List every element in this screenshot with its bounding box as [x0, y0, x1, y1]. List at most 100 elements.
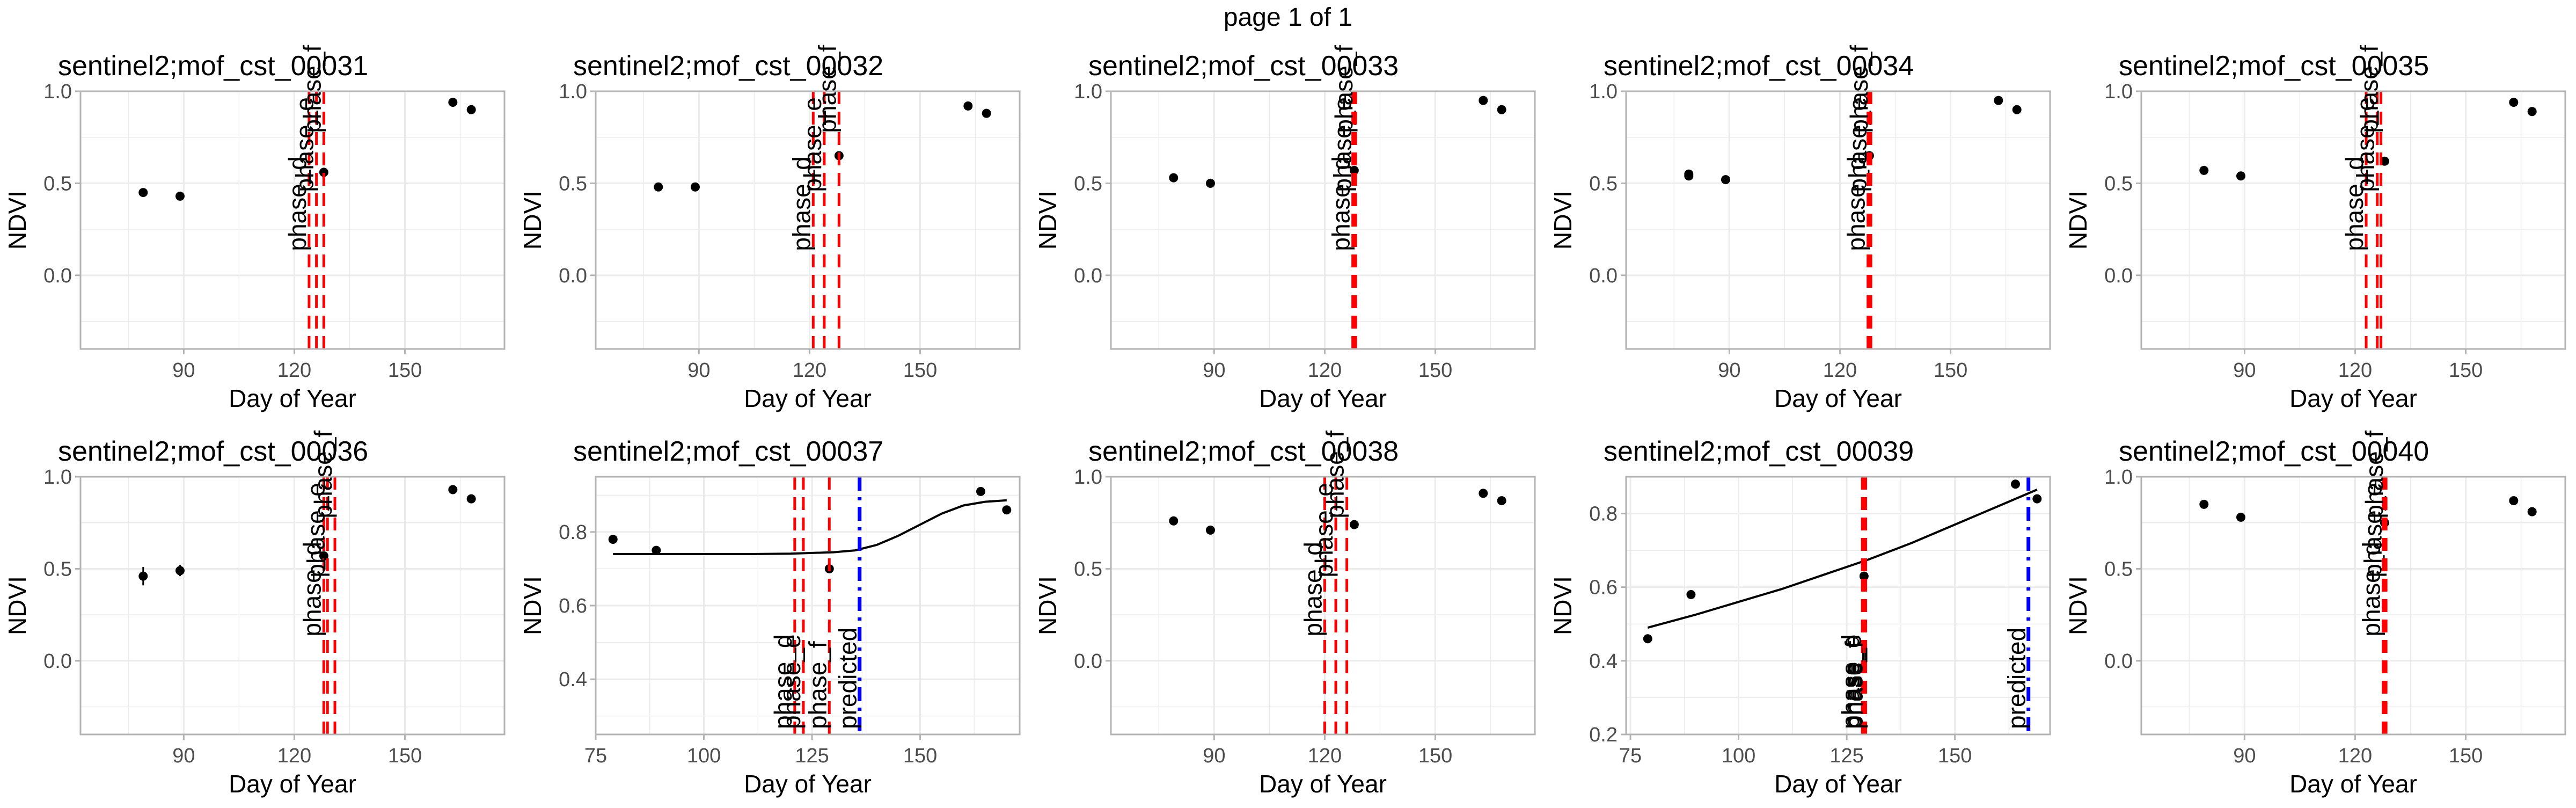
chart-panel: sentinel2;mof_cst_00034 phase_dphase_epha…: [1549, 45, 2051, 412]
data-point: [2236, 512, 2245, 522]
fit-curve: [1647, 489, 2038, 629]
x-axis-label: Day of Year: [1774, 770, 1902, 798]
y-tick-label: 0.0: [559, 265, 587, 287]
data-point: [1479, 96, 1488, 105]
phase-label: phase_e: [799, 97, 826, 192]
chart-panel: sentinel2;mof_cst_00039 phase_dphase_epha…: [1549, 436, 2051, 798]
phase-label: phase_e: [1310, 483, 1338, 578]
data-point: [963, 101, 973, 111]
panel-border: [1625, 476, 2051, 736]
y-tick-label: 1.0: [1589, 81, 1618, 103]
phase-label: phase_d: [298, 542, 326, 637]
y-tick-label: 0.5: [1074, 558, 1102, 580]
x-axis-label: Day of Year: [1259, 384, 1387, 412]
x-axis-label: Day of Year: [744, 770, 872, 798]
phase-label: phase_f: [813, 45, 841, 133]
x-tick-label: 150: [1934, 359, 1967, 382]
data-point: [1349, 520, 1359, 529]
x-tick-label: 120: [1308, 745, 1342, 767]
data-point: [690, 182, 700, 192]
x-axis-label: Day of Year: [2289, 770, 2417, 798]
y-tick-label: 0.5: [2104, 558, 2133, 580]
data-point: [1859, 571, 1869, 581]
data-point: [2199, 165, 2209, 175]
x-tick-label: 90: [2233, 745, 2256, 767]
y-axis-label: NDVI: [1549, 191, 1577, 250]
chart-panel: sentinel2;mof_cst_00031 phase_dphase_epha…: [3, 45, 506, 412]
panel-title: sentinel2;mof_cst_00037: [573, 436, 883, 467]
data-point: [2236, 171, 2245, 181]
data-point: [1497, 496, 1506, 506]
phase-label: phase_f: [1845, 45, 1873, 133]
data-point: [175, 191, 185, 201]
data-point: [654, 182, 663, 192]
x-tick-label: 90: [687, 359, 710, 382]
chart-panel: sentinel2;mof_cst_00037 phase_dphase_epha…: [518, 436, 1021, 798]
y-tick-label: 0.0: [2104, 650, 2133, 673]
panel-title: sentinel2;mof_cst_00040: [2119, 436, 2429, 467]
panel-border: [79, 476, 506, 736]
y-tick-label: 0.0: [1589, 265, 1618, 287]
data-point: [466, 494, 476, 504]
y-axis-label: NDVI: [518, 576, 546, 635]
x-tick-label: 150: [388, 745, 422, 767]
y-axis-label: NDVI: [1034, 576, 1062, 635]
x-axis-label: Day of Year: [744, 384, 872, 412]
predicted-label: predicted: [834, 628, 862, 729]
x-axis-label: Day of Year: [229, 770, 356, 798]
x-tick-label: 150: [903, 745, 937, 767]
y-axis-label: NDVI: [2064, 576, 2092, 635]
y-tick-label: 0.4: [1589, 650, 1618, 673]
panel-title: sentinel2;mof_cst_00032: [573, 50, 883, 82]
y-tick-label: 0.5: [1589, 172, 1618, 195]
x-tick-label: 120: [2338, 359, 2372, 382]
panel-border: [1110, 90, 1536, 350]
panel-border: [2140, 90, 2566, 350]
y-tick-label: 0.0: [1074, 650, 1102, 673]
y-tick-label: 0.8: [559, 521, 587, 544]
phase-label: phase_f: [1330, 45, 1358, 133]
data-point: [976, 486, 985, 496]
x-tick-label: 120: [2338, 745, 2372, 767]
panel-title: sentinel2;mof_cst_00038: [1088, 436, 1399, 467]
data-point: [319, 168, 328, 177]
phase-label: phase_f: [2355, 45, 2383, 133]
x-tick-label: 90: [172, 359, 195, 382]
y-axis-label: NDVI: [518, 191, 546, 250]
x-tick-label: 150: [1418, 745, 1452, 767]
y-axis-label: NDVI: [1034, 191, 1062, 250]
y-tick-label: 1.0: [559, 81, 587, 103]
panel-title: sentinel2;mof_cst_00033: [1088, 50, 1399, 82]
panel-title: sentinel2;mof_cst_00035: [2119, 50, 2429, 82]
x-tick-label: 75: [584, 745, 607, 767]
data-point: [175, 566, 185, 576]
y-tick-label: 1.0: [1074, 466, 1102, 489]
chart-panel: sentinel2;mof_cst_00032 phase_dphase_epha…: [518, 45, 1021, 412]
phase-label: phase_d: [1842, 156, 1870, 251]
x-tick-label: 150: [2449, 359, 2483, 382]
phase-label: phase_e: [2352, 97, 2380, 192]
data-point: [138, 571, 148, 581]
y-tick-label: 1.0: [2104, 81, 2133, 103]
phase-label: phase_d: [769, 635, 797, 730]
phase-label: phase_d: [1327, 156, 1355, 251]
panel-border: [595, 90, 1021, 350]
phase-label: phase_d: [2340, 156, 2368, 251]
chart-panel: sentinel2;mof_cst_00035 phase_dphase_epha…: [2064, 45, 2566, 412]
y-axis-label: NDVI: [1549, 576, 1577, 635]
y-axis-label: NDVI: [3, 191, 31, 250]
data-point: [1349, 165, 1359, 175]
x-tick-label: 150: [1418, 359, 1452, 382]
data-point: [1479, 489, 1488, 498]
data-point: [1994, 96, 2003, 105]
panel-border: [1110, 476, 1536, 736]
phase-label: phase_d: [1836, 635, 1864, 730]
y-tick-label: 1.0: [2104, 466, 2133, 489]
data-point: [448, 98, 458, 107]
phase-label: phase_d: [1299, 542, 1327, 637]
phase-label: phase_e: [291, 97, 319, 192]
data-point: [2012, 105, 2022, 114]
x-tick-label: 125: [1829, 745, 1863, 767]
data-point: [1684, 171, 1694, 181]
